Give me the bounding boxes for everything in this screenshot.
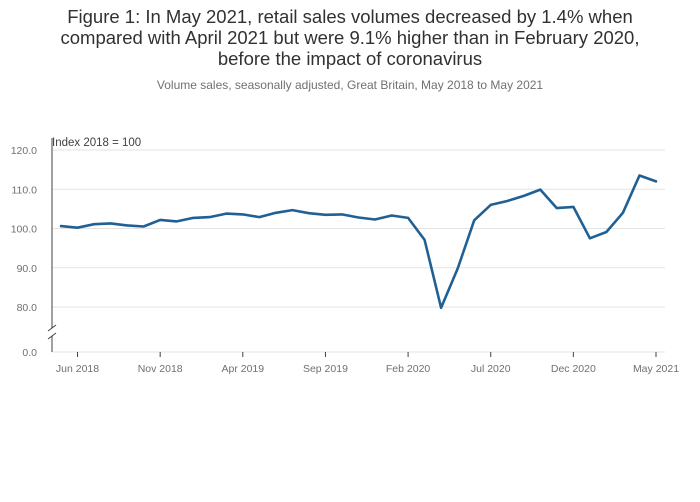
- x-tick-label: Sep 2019: [303, 363, 348, 375]
- x-tick-label: Jul 2020: [471, 363, 511, 375]
- axes: [47, 138, 657, 357]
- y-tick-label: 80.0: [17, 302, 38, 314]
- axis-break-mark: [47, 324, 57, 332]
- x-tick-label: May 2021: [633, 363, 679, 375]
- chart-title-line-1: Figure 1: In May 2021, retail sales volu…: [67, 6, 633, 27]
- chart-title-line-2: compared with April 2021 but were 9.1% h…: [60, 27, 640, 48]
- series-line-retail-sales[interactable]: [59, 174, 658, 310]
- y-tick-label: 90.0: [17, 263, 38, 275]
- x-tick-label: Dec 2020: [551, 363, 596, 375]
- x-tick-label: Apr 2019: [221, 363, 264, 375]
- x-tick-label: Feb 2020: [386, 363, 431, 375]
- x-tick-label: Jun 2018: [56, 363, 99, 375]
- chart-title: Figure 1: In May 2021, retail sales volu…: [0, 6, 700, 69]
- gridlines: [52, 149, 665, 353]
- y-tick-label-zero: 0.0: [22, 347, 37, 359]
- x-tick-labels: Jun 2018 Nov 2018 Apr 2019 Sep 2019 Feb 2020…: [56, 363, 679, 375]
- y-tick-label: 100.0: [11, 224, 37, 236]
- axis-break-mark: [47, 332, 57, 340]
- y-axis-unit-label: Index 2018 = 100: [52, 137, 141, 149]
- y-tick-label: 110.0: [12, 184, 38, 196]
- chart-subtitle: Volume sales, seasonally adjusted, Great…: [156, 78, 544, 92]
- y-tick-label: 120.0: [11, 145, 37, 157]
- chart-title-line-3: before the impact of coronavirus: [217, 48, 483, 69]
- x-tick-label: Nov 2018: [138, 363, 183, 375]
- y-tick-labels: 80.0 90.0 100.0 110.0 120.0 0.0: [11, 145, 37, 359]
